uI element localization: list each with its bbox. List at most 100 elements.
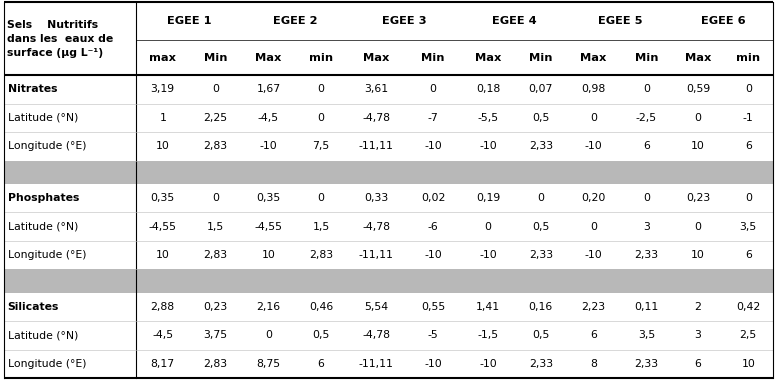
Text: Silicates: Silicates xyxy=(8,302,59,312)
Text: 0,59: 0,59 xyxy=(686,84,710,95)
Text: 0: 0 xyxy=(212,84,219,95)
Text: -4,55: -4,55 xyxy=(149,222,177,232)
Text: 0: 0 xyxy=(694,113,701,123)
Text: 0,5: 0,5 xyxy=(532,330,549,340)
Text: -1,5: -1,5 xyxy=(477,330,498,340)
Text: EGEE 4: EGEE 4 xyxy=(492,16,537,26)
Text: 0,42: 0,42 xyxy=(736,302,760,312)
Text: Latitude (°N): Latitude (°N) xyxy=(8,113,78,123)
Text: 2,33: 2,33 xyxy=(529,141,553,151)
Text: 2,83: 2,83 xyxy=(204,359,228,369)
Text: 0,20: 0,20 xyxy=(581,193,606,203)
Text: -4,78: -4,78 xyxy=(362,222,390,232)
Text: 0: 0 xyxy=(745,193,752,203)
Text: 0,11: 0,11 xyxy=(634,302,659,312)
Text: 0: 0 xyxy=(537,193,544,203)
Text: Max: Max xyxy=(363,53,389,63)
Text: -1: -1 xyxy=(743,113,753,123)
Bar xyxy=(4,269,773,293)
Text: 0: 0 xyxy=(745,84,752,95)
Text: EGEE 2: EGEE 2 xyxy=(273,16,317,26)
Text: -10: -10 xyxy=(479,359,497,369)
Text: 3,75: 3,75 xyxy=(204,330,228,340)
Text: 0: 0 xyxy=(212,193,219,203)
Text: 2,25: 2,25 xyxy=(204,113,228,123)
Text: 0: 0 xyxy=(694,222,701,232)
Text: 10: 10 xyxy=(156,141,170,151)
Text: -4,78: -4,78 xyxy=(362,330,390,340)
Text: Max: Max xyxy=(685,53,711,63)
Text: 7,5: 7,5 xyxy=(312,141,330,151)
Text: -10: -10 xyxy=(479,250,497,260)
Bar xyxy=(4,161,773,184)
Text: -6: -6 xyxy=(428,222,439,232)
Text: -5: -5 xyxy=(428,330,439,340)
Text: Latitude (°N): Latitude (°N) xyxy=(8,330,78,340)
Text: 1,5: 1,5 xyxy=(207,222,224,232)
Text: 0,46: 0,46 xyxy=(309,302,333,312)
Text: -7: -7 xyxy=(428,113,439,123)
Text: 6: 6 xyxy=(318,359,325,369)
Text: -10: -10 xyxy=(585,250,602,260)
Text: 6: 6 xyxy=(643,141,650,151)
Text: -10: -10 xyxy=(479,141,497,151)
Text: 0,55: 0,55 xyxy=(421,302,445,312)
Text: Min: Min xyxy=(635,53,658,63)
Text: 0: 0 xyxy=(429,84,436,95)
Text: 8: 8 xyxy=(591,359,597,369)
Text: 0,5: 0,5 xyxy=(532,113,549,123)
Text: Longitude (°E): Longitude (°E) xyxy=(8,359,86,369)
Text: -4,5: -4,5 xyxy=(258,113,279,123)
Text: -10: -10 xyxy=(424,359,442,369)
Text: 3,5: 3,5 xyxy=(739,222,757,232)
Text: -2,5: -2,5 xyxy=(636,113,657,123)
Text: -11,11: -11,11 xyxy=(359,250,394,260)
Text: 6: 6 xyxy=(591,330,597,340)
Text: 0,5: 0,5 xyxy=(532,222,549,232)
Text: 0,16: 0,16 xyxy=(529,302,553,312)
Text: EGEE 5: EGEE 5 xyxy=(598,16,642,26)
Text: Max: Max xyxy=(475,53,501,63)
Text: 3: 3 xyxy=(694,330,701,340)
Text: 2,5: 2,5 xyxy=(739,330,757,340)
Text: 10: 10 xyxy=(156,250,170,260)
Text: 2,33: 2,33 xyxy=(635,250,659,260)
Text: EGEE 1: EGEE 1 xyxy=(167,16,212,26)
Text: Max: Max xyxy=(255,53,281,63)
Text: 0,33: 0,33 xyxy=(364,193,388,203)
Text: min: min xyxy=(736,53,760,63)
Text: 2: 2 xyxy=(694,302,701,312)
Text: 2,33: 2,33 xyxy=(529,250,553,260)
Text: 10: 10 xyxy=(691,141,705,151)
Text: 2,33: 2,33 xyxy=(635,359,659,369)
Text: 0: 0 xyxy=(643,193,650,203)
Text: 2,33: 2,33 xyxy=(529,359,553,369)
Text: 0: 0 xyxy=(484,222,491,232)
Text: 3,61: 3,61 xyxy=(364,84,388,95)
Text: 0,19: 0,19 xyxy=(476,193,500,203)
Text: 0: 0 xyxy=(590,222,597,232)
Text: EGEE 6: EGEE 6 xyxy=(701,16,746,26)
Text: max: max xyxy=(150,53,176,63)
Text: -5,5: -5,5 xyxy=(477,113,498,123)
Text: Min: Min xyxy=(529,53,553,63)
Text: 10: 10 xyxy=(261,250,275,260)
Text: 6: 6 xyxy=(745,141,752,151)
Text: 2,88: 2,88 xyxy=(150,302,175,312)
Text: 1,41: 1,41 xyxy=(476,302,500,312)
Text: 0,98: 0,98 xyxy=(581,84,606,95)
Text: -10: -10 xyxy=(424,250,442,260)
Text: 2,16: 2,16 xyxy=(257,302,281,312)
Text: 8,17: 8,17 xyxy=(150,359,175,369)
Text: 0,18: 0,18 xyxy=(476,84,500,95)
Text: 0,23: 0,23 xyxy=(686,193,710,203)
Text: 0,35: 0,35 xyxy=(150,193,175,203)
Text: Max: Max xyxy=(580,53,607,63)
Text: 0,23: 0,23 xyxy=(203,302,228,312)
Text: 0: 0 xyxy=(265,330,272,340)
Text: Longitude (°E): Longitude (°E) xyxy=(8,141,86,151)
Text: EGEE 3: EGEE 3 xyxy=(382,16,427,26)
Text: 1,67: 1,67 xyxy=(257,84,281,95)
Text: 6: 6 xyxy=(694,359,701,369)
Text: -10: -10 xyxy=(424,141,442,151)
